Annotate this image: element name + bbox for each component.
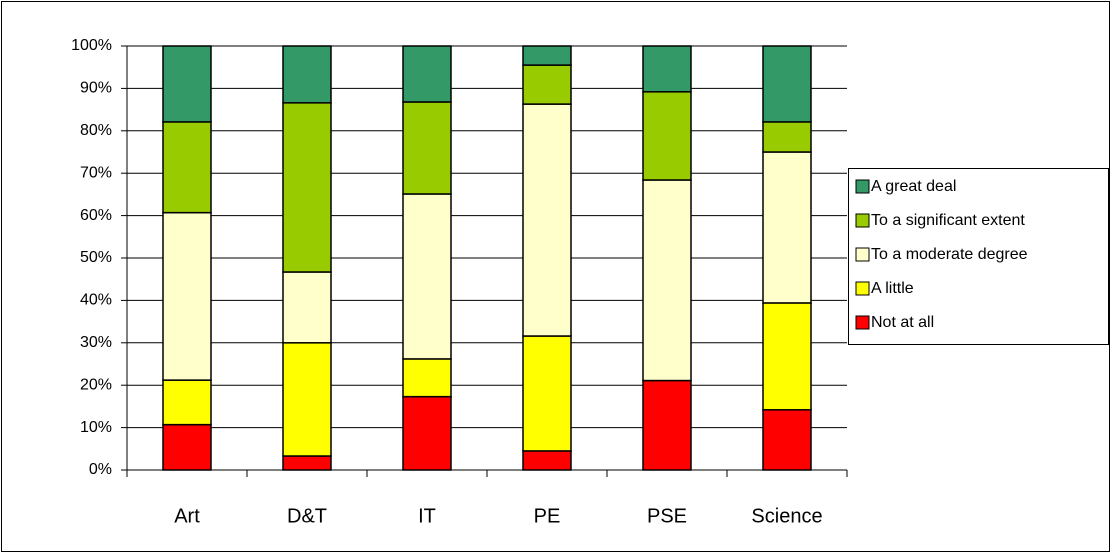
bar-segment <box>522 45 572 66</box>
bar-segment <box>642 45 692 93</box>
y-tick-label: 100% <box>71 37 112 54</box>
bar-segment <box>762 302 812 411</box>
y-tick-label: 80% <box>80 122 112 139</box>
y-tick-label: 40% <box>80 292 112 309</box>
bar-segment <box>162 423 212 471</box>
legend-label: To a moderate degree <box>871 246 1028 263</box>
bar-segment <box>402 395 452 471</box>
legend-swatch <box>855 179 870 194</box>
legend-label: A little <box>871 280 914 297</box>
legend-swatch <box>855 281 870 296</box>
bar-segment <box>162 121 212 214</box>
bar-segment <box>762 45 812 123</box>
bar-segment <box>282 342 332 457</box>
y-tick-label: 10% <box>80 419 112 436</box>
bar-segment <box>402 45 452 103</box>
bar-segment <box>522 103 572 337</box>
bar-segment <box>522 64 572 105</box>
bar-segment <box>402 101 452 195</box>
x-tick-label: PSE <box>647 505 687 527</box>
x-tick-label: D&T <box>287 505 327 527</box>
legend-swatch <box>855 247 870 262</box>
x-tick-label: PE <box>534 505 561 527</box>
legend-label: Not at all <box>871 314 934 331</box>
bar-segment <box>642 91 692 181</box>
x-tick-label: Art <box>174 505 200 527</box>
y-tick-label: 90% <box>80 80 112 97</box>
bar-segment <box>402 193 452 360</box>
x-tick-label: Science <box>751 505 822 527</box>
y-tick-label: 60% <box>80 207 112 224</box>
bar-segment <box>282 455 332 471</box>
bar-segment <box>162 211 212 381</box>
bar-segment <box>762 121 812 153</box>
bar-segment <box>402 358 452 398</box>
legend-swatch <box>855 315 870 330</box>
y-tick-label: 70% <box>80 164 112 181</box>
bar-segment <box>162 45 212 123</box>
y-tick-label: 0% <box>89 461 112 478</box>
bar-segment <box>642 379 692 471</box>
legend-swatch <box>855 213 870 228</box>
bar-segment <box>282 271 332 344</box>
bar-segment <box>282 102 332 273</box>
y-tick-label: 50% <box>80 249 112 266</box>
legend-label: A great deal <box>871 178 956 195</box>
legend-label: To a significant extent <box>871 212 1025 229</box>
bar-segment <box>522 450 572 471</box>
bar-segment <box>522 335 572 452</box>
bar-segment <box>762 151 812 304</box>
bar-segment <box>762 409 812 471</box>
y-tick-label: 30% <box>80 334 112 351</box>
legend-box <box>848 168 1109 345</box>
y-tick-label: 20% <box>80 376 112 393</box>
bar-segment <box>282 45 332 104</box>
bar-segment <box>162 379 212 426</box>
x-tick-label: IT <box>418 505 436 527</box>
bar-segment <box>642 179 692 382</box>
